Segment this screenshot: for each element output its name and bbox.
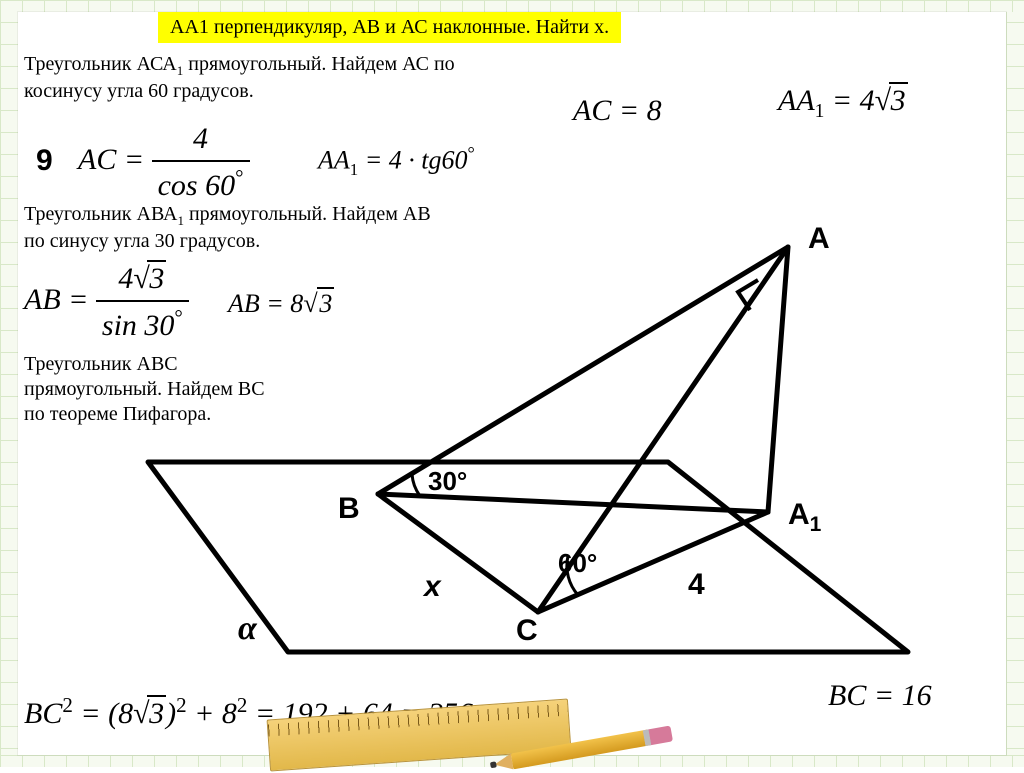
eq-bc-16: BC = 16 [828,677,932,715]
label-C: C [516,614,538,648]
problem-number: 9 [36,142,53,180]
eq-ac-fraction: AC = 4 cos 60° [78,120,250,204]
eq-ac-8: AC = 8 [573,92,662,130]
label-angle-30: 30° [428,466,467,497]
geometry-diagram: A B C A1 30° 60° x 4 α [108,212,928,672]
label-A1: A1 [788,498,821,537]
label-B: B [338,492,360,526]
label-x: x [424,570,441,604]
eq-aa1-tg60: AA1 = 4 · tg60° [318,142,475,180]
label-A: A [808,222,830,256]
eq-aa1-4sqrt3: AA1 = 43 [778,82,908,124]
label-4: 4 [688,568,705,602]
title-box: АА1 перпендикуляр, АВ и АС наклонные. На… [158,12,621,43]
label-alpha: α [238,610,257,648]
label-angle-60: 60° [558,548,597,579]
page: АА1 перпендикуляр, АВ и АС наклонные. На… [18,12,1006,755]
para-1: Треугольник АСА1 прямоугольный. Найдем А… [24,52,455,104]
